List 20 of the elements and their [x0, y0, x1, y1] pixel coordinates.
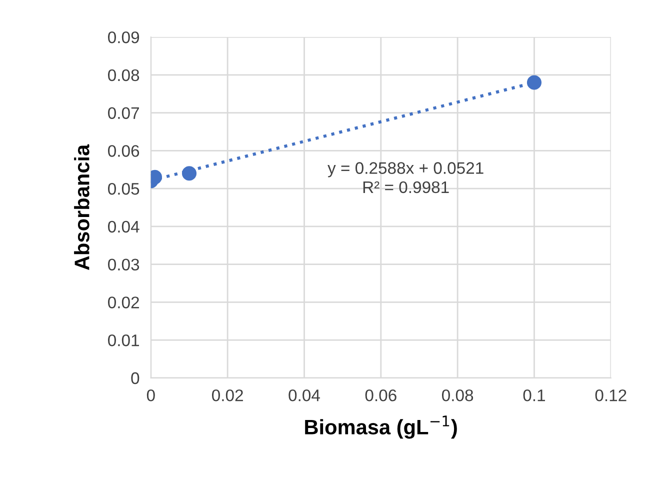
- y-axis-title: Absorbancia: [74, 144, 90, 270]
- x-tick-label: 0.06: [365, 389, 396, 402]
- y-tick-label: 0.05: [108, 182, 140, 195]
- y-tick-label: 0.01: [108, 334, 139, 346]
- x-tick-label: 0.1: [523, 389, 545, 402]
- y-tick-label: 0.03: [108, 258, 140, 270]
- x-tick-label: 0.02: [212, 389, 243, 402]
- annotation: y = 0.2588x + 0.0521 R² = 0.9981: [328, 162, 484, 194]
- x-tick-label: 0.12: [595, 389, 626, 402]
- y-tick-label: 0.08: [108, 69, 140, 82]
- y-tick-label: 0.07: [108, 107, 139, 119]
- y-tick-label: 0.02: [108, 296, 139, 308]
- x-axis-title: Biomasa (gL$^{−1}$): [305, 416, 457, 439]
- x-tick-label: 0.04: [288, 389, 320, 402]
- y-tick-label: 0.04: [108, 220, 140, 233]
- x-tick-label: 0.08: [442, 389, 474, 402]
- y-tick-label: 0: [131, 372, 140, 384]
- x-tick-label: 0: [146, 389, 155, 402]
- y-tick-label: 0.06: [108, 145, 140, 157]
- y-tick-label: 0.09: [108, 31, 140, 44]
